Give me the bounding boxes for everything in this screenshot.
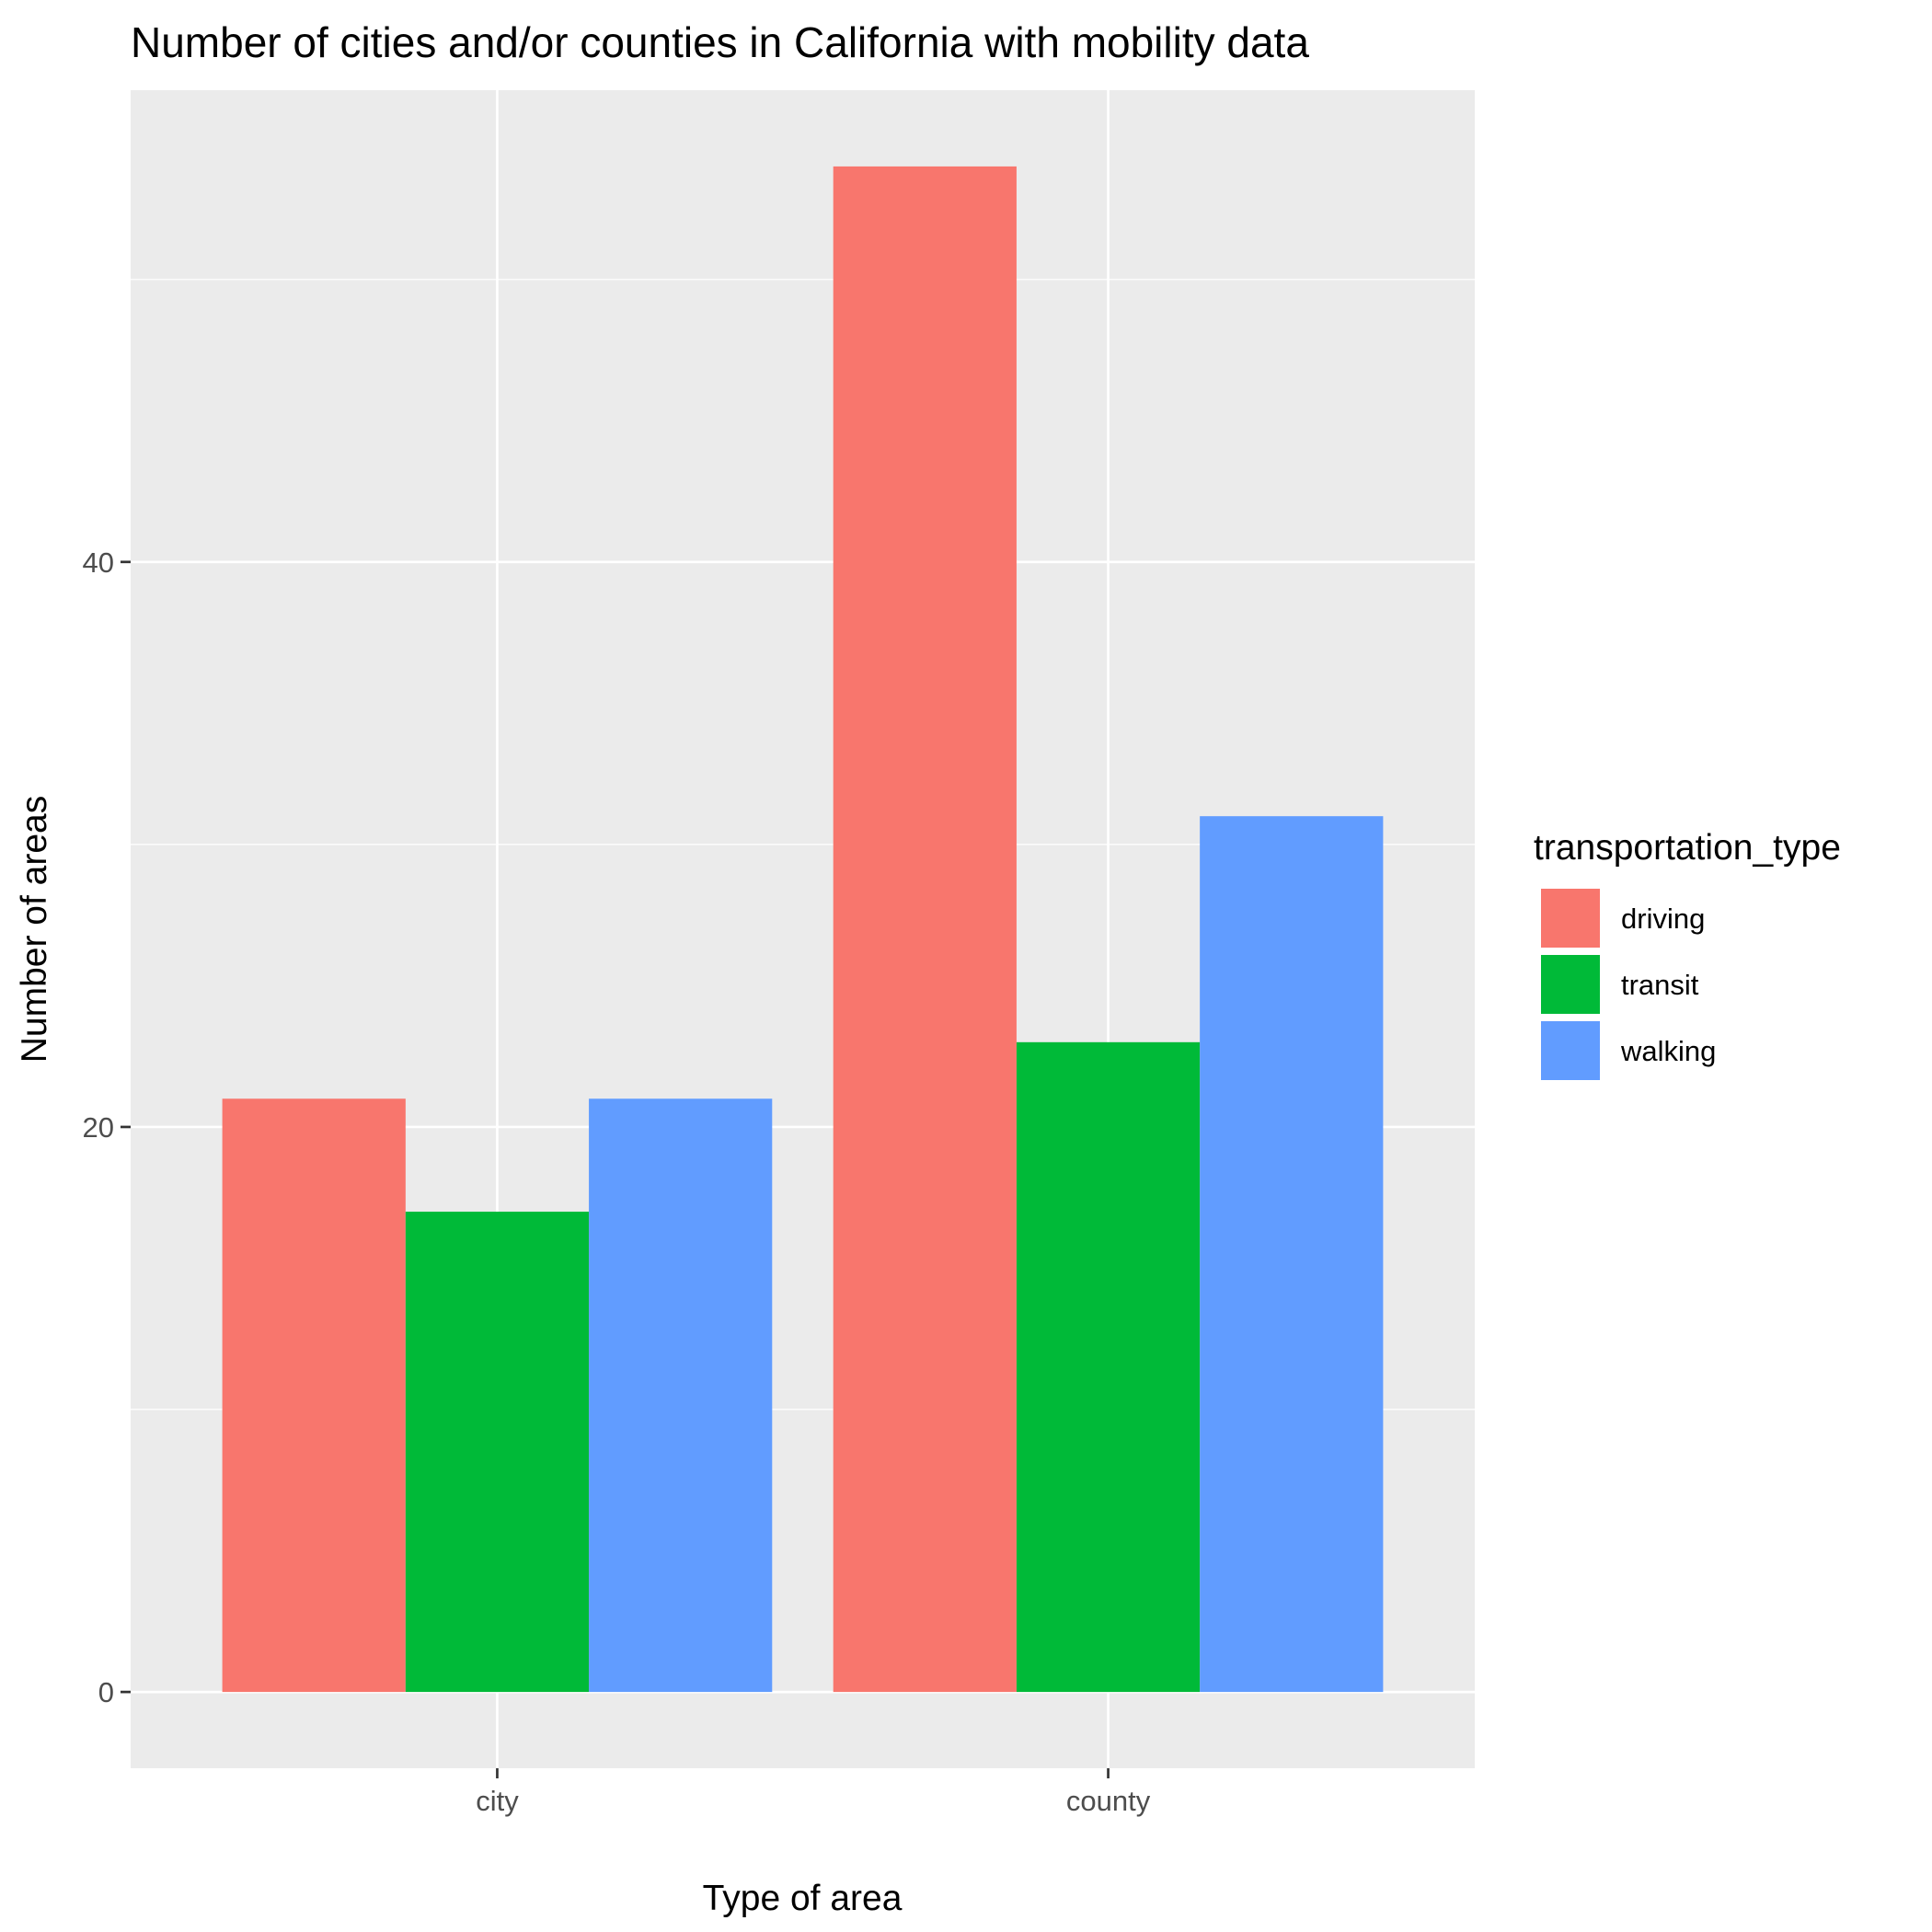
x-axis: city county: [476, 1768, 1151, 1817]
legend-key-walking: [1539, 1019, 1602, 1082]
legend-key-driving: [1539, 887, 1602, 949]
legend-label-walking: walking: [1620, 1035, 1716, 1067]
bar-county-driving: [833, 166, 1017, 1693]
y-axis-title: Number of areas: [15, 796, 54, 1063]
legend-label-driving: driving: [1621, 903, 1705, 935]
bar-city-walking: [589, 1098, 773, 1693]
bar-city-transit: [405, 1212, 590, 1693]
legend-key-transit: [1539, 953, 1602, 1016]
legend-label-transit: transit: [1621, 969, 1699, 1001]
y-tick-label-1: 20: [83, 1111, 114, 1144]
bar-city-driving: [222, 1098, 406, 1693]
legend-items: driving transit walking: [1539, 887, 1716, 1082]
x-axis-title: Type of area: [703, 1879, 903, 1918]
x-tick-label-county: county: [1066, 1785, 1151, 1817]
bar-county-transit: [1016, 1041, 1201, 1693]
bar-county-walking: [1200, 816, 1384, 1693]
chart-title: Number of cities and/or counties in Cali…: [131, 18, 1309, 66]
legend-title: transportation_type: [1534, 828, 1841, 868]
y-axis: 0 20 40: [83, 546, 131, 1708]
legend: transportation_type driving transit walkin…: [1534, 828, 1841, 1082]
bars: [222, 166, 1384, 1693]
y-tick-label-2: 40: [83, 546, 114, 579]
x-tick-label-city: city: [476, 1785, 519, 1817]
y-tick-label-0: 0: [98, 1676, 114, 1708]
